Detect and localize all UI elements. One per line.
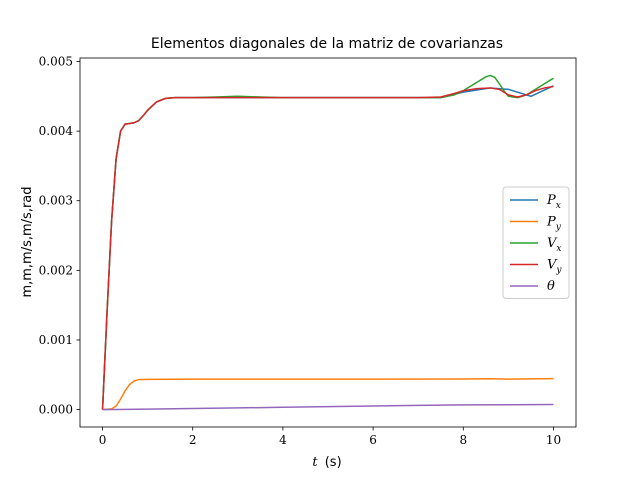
y-tick-label: 0.000 [39,403,73,417]
y-tick-label: 0.005 [39,54,73,68]
y-tick-label: 0.004 [39,124,74,138]
legend-label-vx: Vx [547,236,561,254]
x-axis-label: t (s) [312,455,341,470]
y-tick-label: 0.003 [39,194,73,208]
x-tick-label: 2 [189,433,197,447]
y-tick-label: 0.001 [39,333,73,347]
plot-lines [101,74,554,411]
legend: Px Py Vx Vy θ [502,186,570,299]
y-axis-label: m,m,m/s,m/s,rad [20,186,35,297]
x-axis-ticks: 0 2 4 6 8 10 [99,427,561,447]
series-line-theta [102,403,554,411]
axes-frame [79,57,577,428]
series-line-py [102,377,554,411]
legend-label-py: Py [546,215,562,233]
legend-label-px: Px [546,193,561,211]
axes-box [79,57,577,428]
x-tick-label: 10 [546,433,561,447]
x-tick-label: 4 [279,433,287,447]
y-tick-label: 0.002 [39,263,73,277]
legend-label-theta: θ [547,279,555,294]
chart-title: Elementos diagonales de la matriz de cov… [151,36,503,52]
x-axis-label-unit: (s) [325,455,342,470]
y-axis-ticks: 0.000 0.001 0.002 0.003 0.004 0.005 [39,54,80,417]
legend-label-vy: Vy [547,258,562,276]
x-tick-label: 6 [369,433,377,447]
series-line-vy [101,85,554,410]
x-tick-label: 0 [99,433,107,447]
x-tick-label: 8 [459,433,467,447]
x-axis-label-variable: t [312,455,318,470]
